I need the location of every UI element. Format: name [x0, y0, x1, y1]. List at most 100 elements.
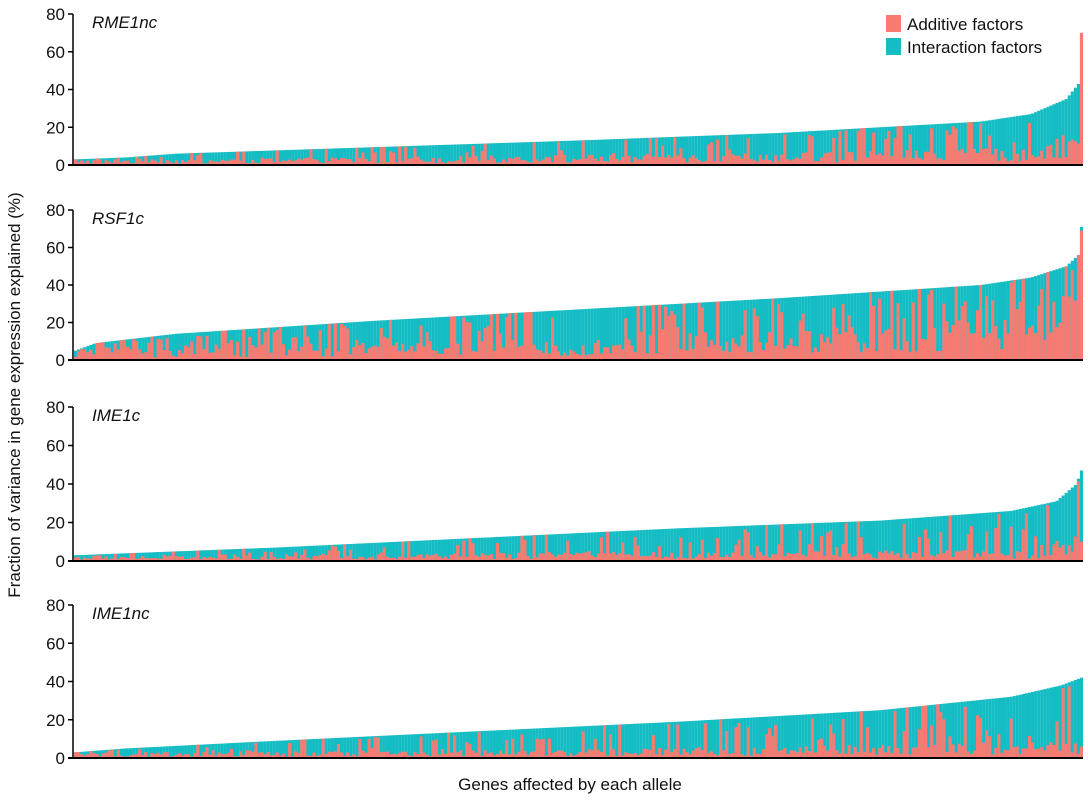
bar-interaction [101, 554, 105, 561]
bar-interaction [927, 124, 931, 165]
bar-interaction [908, 518, 912, 561]
bar-interaction [599, 308, 604, 360]
bar-additive [532, 344, 536, 360]
bar-additive [499, 553, 503, 561]
bar-additive [700, 750, 704, 758]
bar-additive [1073, 141, 1077, 165]
bar-additive [281, 160, 286, 165]
bar-interaction [954, 702, 958, 758]
bar-additive [982, 337, 986, 360]
bar-interaction [223, 743, 227, 758]
bar-interaction [450, 539, 454, 561]
bar-additive [820, 157, 824, 165]
bar-interaction [1012, 116, 1016, 165]
bar-interaction [758, 717, 763, 758]
bar-interaction [829, 294, 833, 360]
bar-additive [816, 739, 821, 758]
bar-interaction [621, 724, 625, 758]
bar-interaction [159, 746, 163, 758]
bar-additive [184, 754, 188, 758]
bar-interaction [933, 704, 937, 758]
bar-additive [1031, 555, 1035, 561]
bar-additive [177, 753, 182, 758]
bar-interaction [492, 730, 496, 758]
bar-interaction [453, 539, 457, 561]
bar-additive [263, 551, 267, 561]
bar-interaction [602, 307, 607, 360]
bar-additive [593, 158, 597, 165]
bar-additive [471, 145, 475, 165]
bar-additive [141, 161, 145, 165]
bar-interaction [1073, 484, 1077, 561]
bar-additive [171, 355, 175, 360]
bar-additive [792, 750, 796, 758]
bar-interaction [826, 130, 830, 165]
bar-additive [272, 754, 276, 758]
bar-additive [709, 340, 714, 360]
bar-additive [450, 316, 454, 360]
bar-interaction [807, 296, 811, 360]
bar-additive [1043, 750, 1047, 758]
bar-additive [1031, 325, 1035, 360]
bar-additive [1073, 536, 1077, 561]
bar-interaction [303, 149, 307, 165]
bar-interaction [547, 311, 552, 360]
bar-interaction [242, 742, 246, 758]
bar-interaction [642, 529, 646, 561]
bar-additive [645, 556, 649, 561]
bar-additive [648, 749, 652, 758]
bar-interaction [266, 741, 270, 758]
bar-interaction [884, 709, 888, 758]
bar-additive [709, 142, 714, 165]
bar-interaction [135, 552, 139, 561]
bar-interaction [731, 526, 735, 561]
bar-additive [385, 751, 389, 758]
bar-additive [1037, 156, 1041, 165]
bar-additive [936, 704, 940, 758]
bar-additive [927, 538, 931, 561]
bar-additive [627, 753, 631, 758]
bar-additive [599, 353, 604, 360]
bar-additive [1021, 149, 1025, 165]
bar-interaction [110, 553, 114, 561]
bar-additive [832, 733, 836, 758]
bar-additive [997, 734, 1001, 758]
bar-additive [1046, 272, 1050, 360]
bar-interaction [391, 541, 396, 561]
bar-interaction [997, 698, 1001, 758]
bar-additive [1055, 721, 1059, 758]
bar-interaction [505, 536, 509, 561]
bar-additive [679, 537, 683, 561]
bar-additive [810, 136, 814, 165]
bar-interaction [835, 522, 839, 561]
bar-additive [988, 333, 992, 360]
bar-interaction [364, 736, 368, 758]
bar-interaction [232, 329, 237, 360]
bar-interaction [474, 731, 478, 758]
bar-interaction [165, 154, 169, 165]
bar-interaction [832, 522, 836, 561]
bar-interaction [263, 150, 267, 165]
bar-additive [820, 738, 824, 758]
bar-additive [963, 549, 967, 561]
bar-additive [957, 320, 961, 360]
bar-interaction [985, 120, 989, 165]
bar-interaction [731, 134, 735, 165]
bar-interaction [214, 549, 218, 561]
bar-interaction [856, 711, 860, 758]
bar-interaction [642, 138, 646, 165]
bar-additive [807, 543, 811, 561]
bar-additive [153, 160, 157, 165]
bar-additive [557, 141, 561, 165]
bar-additive [135, 156, 139, 165]
bar-interaction [648, 723, 652, 758]
bar-interaction [694, 136, 698, 165]
bar-interaction [927, 705, 931, 758]
bar-interaction [391, 319, 396, 360]
bar-additive [951, 126, 955, 165]
bar-interaction [321, 324, 325, 360]
bar-interaction [569, 309, 573, 360]
bar-additive [786, 552, 790, 561]
bar-additive [499, 333, 503, 360]
bar-additive [1040, 289, 1044, 360]
